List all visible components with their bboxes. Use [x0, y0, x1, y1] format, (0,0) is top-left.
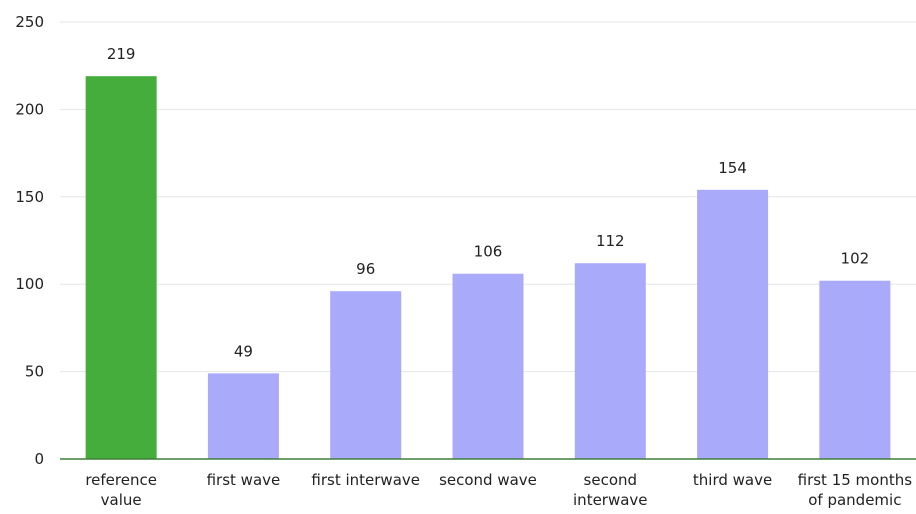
bar — [697, 189, 769, 460]
bars — [85, 76, 891, 460]
x-category-label: third wave — [693, 471, 772, 489]
data-label: 49 — [234, 342, 253, 360]
y-tick-label: 0 — [34, 450, 44, 468]
y-tick-label: 50 — [25, 363, 44, 381]
x-category-label-line: value — [101, 491, 142, 509]
bar — [85, 76, 157, 460]
data-label: 102 — [841, 250, 870, 268]
x-category-label: second wave — [439, 471, 537, 489]
data-label: 154 — [718, 159, 747, 177]
x-category-label: first wave — [207, 471, 281, 489]
x-category-label: first interwave — [311, 471, 420, 489]
y-tick-label: 250 — [15, 13, 44, 31]
x-axis-category-labels: reference value first wave first interwave s… — [85, 471, 912, 509]
bar — [452, 273, 524, 459]
x-category-label-line: first wave — [207, 471, 281, 489]
x-category-label: first 15 months of pandemic — [798, 471, 913, 509]
data-label: 112 — [596, 232, 625, 250]
x-category-label-line: second — [584, 471, 638, 489]
x-category-label: second interwave — [573, 471, 648, 509]
x-category-label-line: second wave — [439, 471, 537, 489]
y-tick-label: 100 — [15, 275, 44, 293]
data-label: 106 — [474, 243, 503, 261]
x-category-label-line: third wave — [693, 471, 772, 489]
x-category-label-line: of pandemic — [808, 491, 901, 509]
data-label: 219 — [107, 45, 136, 63]
x-category-label-line: first 15 months — [798, 471, 913, 489]
x-category-label: reference value — [85, 471, 157, 509]
bar — [207, 373, 279, 459]
gridlines — [60, 21, 916, 373]
data-labels: 219 49 96 106 112 154 102 — [107, 45, 869, 360]
data-label: 96 — [356, 260, 375, 278]
x-category-label-line: first interwave — [311, 471, 420, 489]
y-axis-tick-labels: 0 50 100 150 200 250 — [15, 13, 44, 468]
bar — [819, 280, 891, 459]
x-category-label-line: interwave — [573, 491, 648, 509]
bar — [574, 263, 646, 459]
x-category-label-line: reference — [85, 471, 157, 489]
y-tick-label: 150 — [15, 188, 44, 206]
y-tick-label: 200 — [15, 100, 44, 118]
bar — [330, 291, 402, 459]
